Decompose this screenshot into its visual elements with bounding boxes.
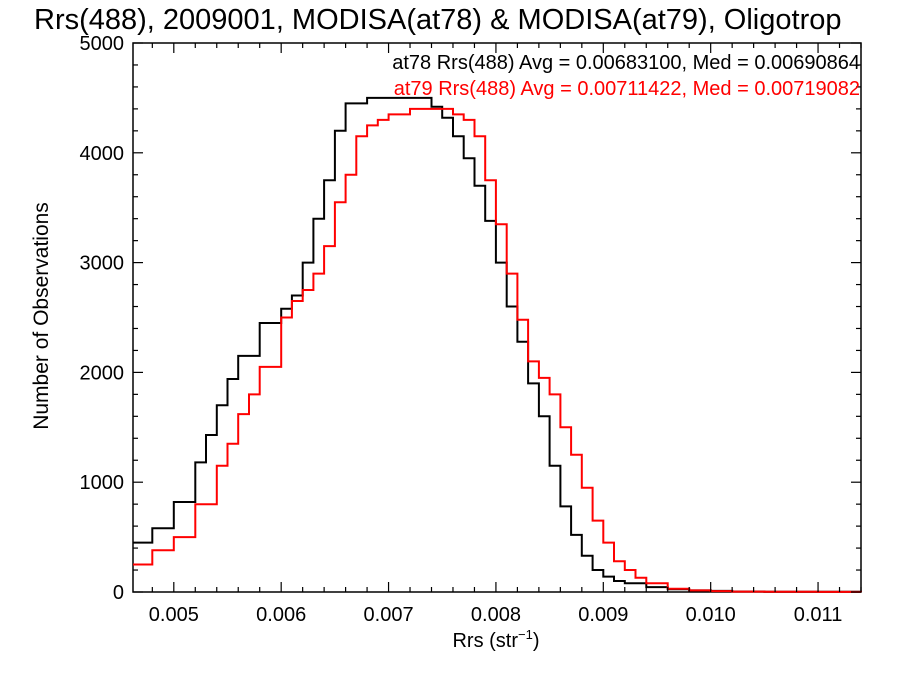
- plot-frame: [132, 42, 862, 593]
- x-tick-label: 0.006: [256, 604, 306, 626]
- x-tick-label: 0.011: [794, 604, 843, 626]
- y-tick-label: 0: [113, 582, 124, 604]
- x-tick-label: 0.010: [686, 604, 736, 626]
- x-tick-label: 0.005: [149, 604, 199, 626]
- series-line-0: [133, 96, 862, 593]
- x-tick-label: 0.009: [578, 604, 628, 626]
- tick-layer: 0.005 0.006 0.007 0.008 0.009 0.010 0.011 0 1000…: [80, 33, 862, 626]
- x-axis-label-base: Rrs (str: [452, 630, 518, 652]
- y-tick-label: 5000: [80, 33, 125, 55]
- x-tick-label: 0.008: [471, 604, 521, 626]
- series-layer: [133, 96, 862, 593]
- chart-title: Rrs(488), 2009001, MODISA(at78) & MODISA…: [34, 4, 841, 36]
- annotation-at78: at78 Rrs(488) Avg = 0.00683100, Med = 0.…: [392, 52, 860, 74]
- x-axis-label-superscript: −1: [518, 627, 533, 642]
- x-axis-label: Rrs (str−1): [452, 627, 539, 652]
- x-axis-label-close: ): [533, 630, 540, 652]
- y-tick-label: 1000: [80, 472, 125, 494]
- y-tick-label: 2000: [80, 362, 125, 384]
- x-tick-label: 0.007: [364, 604, 414, 626]
- y-tick-label: 3000: [80, 253, 125, 275]
- y-tick-label: 4000: [80, 143, 125, 165]
- y-axis-label: Number of Observations: [30, 202, 53, 430]
- series-line-1: [133, 107, 862, 593]
- annotation-at79: at79 Rrs(488) Avg = 0.00711422, Med = 0.…: [394, 78, 860, 100]
